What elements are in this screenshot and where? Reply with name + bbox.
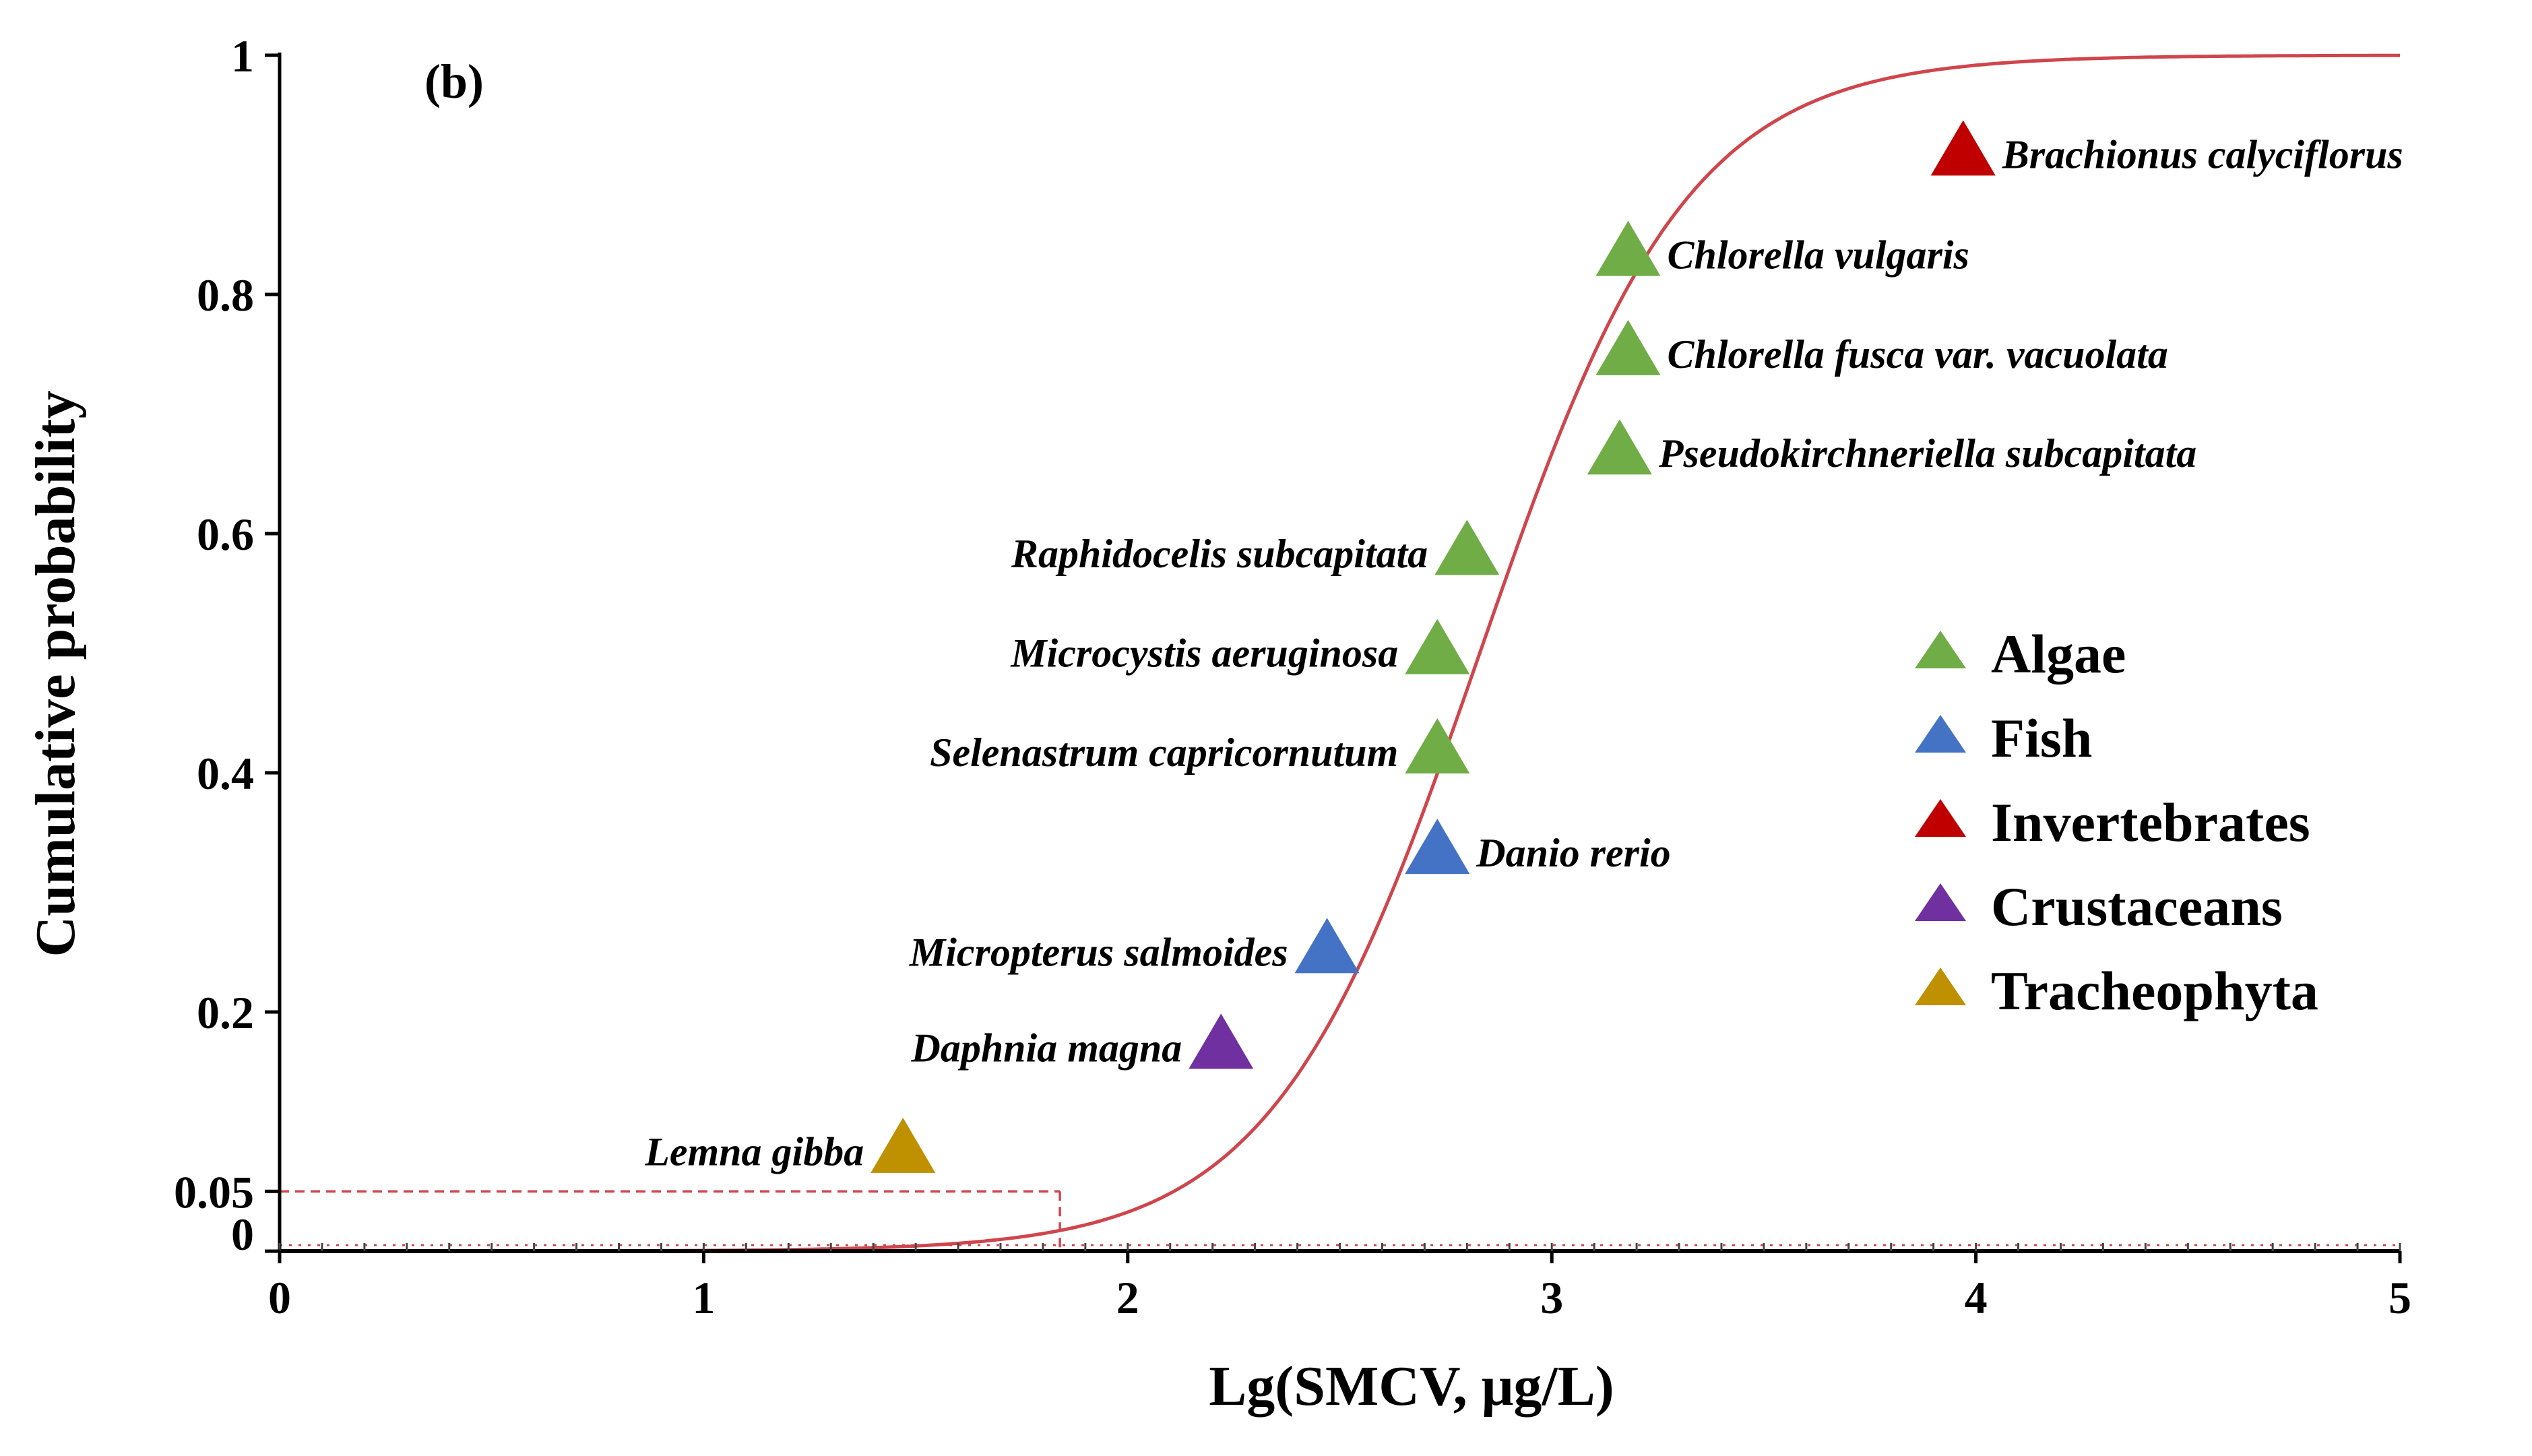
species-label-chlorella-fusca-var-vacuolata: Chlorella fusca var. vacuolata [1667,332,2167,377]
point-chlorella-vulgaris [1595,220,1661,276]
x-tick-label-2: 2 [1116,1272,1139,1323]
species-label-chlorella-vulgaris: Chlorella vulgaris [1667,232,1969,277]
species-label-microcystis-aeruginosa: Microcystis aeruginosa [1010,631,1398,676]
x-tick-label-1: 1 [692,1272,715,1323]
x-tick-label-4: 4 [1965,1272,1988,1323]
legend-label-invertebrates: Invertebrates [1991,792,2310,853]
axes-group: 0 1 2 3 4 500.050.20.40.60.81 [174,30,2411,1323]
species-label-daphnia-magna: Daphnia magna [910,1025,1182,1070]
y-tick-label-1: 1 [231,30,254,82]
point-danio-rerio [1405,819,1470,875]
legend-marker-invertebrates [1915,799,1966,837]
legend-label-fish: Fish [1991,707,2092,769]
legend-label-algae: Algae [1991,623,2126,685]
y-tick-label-0-2: 0.2 [197,987,254,1038]
points-group [871,120,1996,1173]
panel-label: (b) [424,55,484,108]
point-microcystis-aeruginosa [1405,619,1470,674]
species-label-lemna-gibba: Lemna gibba [644,1130,864,1174]
point-pseudokirchneriella-subcapitata [1587,419,1652,475]
point-daphnia-magna [1189,1013,1254,1069]
species-label-selenastrum-capricornutum: Selenastrum capricornutum [930,730,1398,775]
point-selenastrum-capricornutum [1405,718,1470,773]
y-tick-label-0-4: 0.4 [197,748,254,799]
legend-marker-tracheophyta [1915,968,1966,1005]
legend-label-tracheophyta: Tracheophyta [1991,960,2318,1021]
point-raphidocelis-subcapitata [1434,519,1500,575]
point-lemna-gibba [871,1117,936,1173]
species-label-raphidocelis-subcapitata: Raphidocelis subcapitata [1011,532,1428,576]
y-tick-label-0-8: 0.8 [197,270,254,321]
hc5-guides [280,1190,2400,1251]
species-label-micropterus-salmoides: Micropterus salmoides [909,930,1288,974]
legend-marker-fish [1915,715,1966,753]
species-labels-group: Lemna gibba Daphnia magna Micropterus salm… [644,132,2403,1174]
y-tick-label-0: 0 [231,1209,254,1260]
point-brachionus-calyciflorus [1930,120,1996,176]
x-axis-title: Lg(SMCV, μg/L) [1209,1355,1614,1418]
x-tick-label-3: 3 [1540,1272,1563,1323]
x-tick-label-0: 0 [268,1272,291,1323]
legend-label-crustaceans: Crustaceans [1991,876,2283,937]
y-tick-label-0-05: 0.05 [174,1166,254,1217]
legend-marker-crustaceans [1915,883,1966,921]
legend-marker-algae [1915,631,1966,668]
x-tick-label-5: 5 [2388,1272,2411,1323]
legend: Algae Fish Invertebrates Crustaceans Tracheo… [1915,623,2318,1021]
species-label-brachionus-calyciflorus: Brachionus calyciflorus [2002,132,2403,177]
point-micropterus-salmoides [1294,918,1360,974]
species-label-pseudokirchneriella-subcapitata: Pseudokirchneriella subcapitata [1658,431,2196,476]
y-tick-label-0-6: 0.6 [197,509,254,560]
y-axis-title: Cumulative probability [24,391,87,957]
species-label-danio-rerio: Danio rerio [1476,831,1670,875]
point-chlorella-fusca-var-vacuolata [1595,319,1661,375]
